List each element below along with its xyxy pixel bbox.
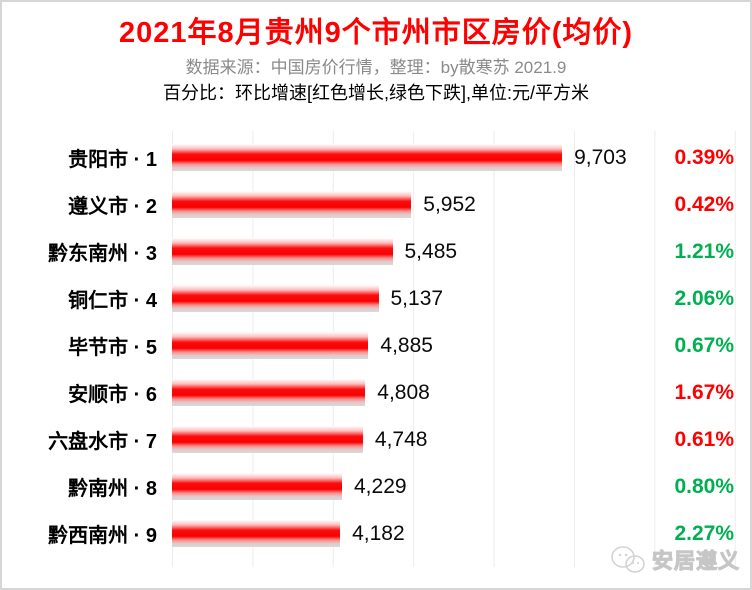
price-value-label: 5,952	[423, 192, 476, 216]
chart-row: 毕节市 · 5 4,885 0.67%	[2, 322, 750, 369]
chart-row: 黔南州 · 8 4,229 0.80%	[2, 463, 750, 510]
subtitle-data-source: 数据来源：中国房价行情，整理：by散寒苏 2021.9	[185, 58, 567, 77]
price-bar	[172, 473, 342, 500]
price-bar	[172, 520, 341, 547]
change-percent-label: 1.21%	[674, 239, 734, 263]
row-plot-area: 9,703	[172, 144, 658, 171]
price-bar	[172, 332, 369, 359]
row-plot-area: 4,229	[172, 473, 658, 500]
change-percent-label: 0.39%	[674, 145, 734, 169]
price-bar	[172, 191, 412, 218]
change-percent-label: 0.67%	[674, 333, 734, 357]
category-label: 毕节市 · 5	[68, 337, 157, 359]
category-label: 六盘水市 · 7	[48, 431, 157, 453]
category-label: 铜仁市 · 4	[68, 290, 157, 312]
change-percent-label: 0.61%	[674, 427, 734, 451]
category-label: 安顺市 · 6	[68, 384, 157, 406]
chart-row: 黔西南州 · 9 4,182 2.27%	[2, 510, 750, 557]
price-value-label: 4,885	[380, 333, 433, 357]
chart-row: 遵义市 · 2 5,952 0.42%	[2, 181, 750, 228]
row-plot-area: 5,485	[172, 238, 658, 265]
category-label: 黔南州 · 8	[68, 478, 157, 500]
row-plot-area: 4,748	[172, 426, 658, 453]
price-bar	[172, 285, 379, 312]
category-label: 遵义市 · 2	[68, 196, 157, 218]
row-plot-area: 4,808	[172, 379, 658, 406]
price-value-label: 4,748	[374, 427, 428, 451]
price-value-label: 4,229	[354, 474, 407, 498]
watermark-label: 安居遵义	[652, 550, 740, 574]
change-percent-label: 1.67%	[674, 380, 734, 404]
page-title: 2021年8月贵州9个市州市区房价(均价)	[118, 17, 634, 49]
row-plot-area: 5,952	[172, 191, 658, 218]
price-bar	[172, 379, 366, 406]
price-value-label: 4,182	[352, 521, 405, 545]
price-value-label: 9,703	[574, 145, 627, 169]
category-label: 黔东南州 · 3	[48, 243, 157, 265]
category-label: 贵阳市 · 1	[68, 149, 157, 171]
price-value-label: 5,137	[390, 286, 444, 310]
category-label: 黔西南州 · 9	[48, 525, 157, 547]
price-bar	[172, 144, 563, 171]
change-percent-label: 0.42%	[674, 192, 734, 216]
row-plot-area: 4,182	[172, 520, 658, 547]
chat-bubbles-logo-icon	[611, 546, 645, 573]
horizontal-bar-chart: 贵阳市 · 1 9,703 0.39% 遵义市 · 2 5,952 0.42% …	[2, 131, 750, 567]
watermark: 安居遵义	[610, 544, 740, 576]
chart-row: 铜仁市 · 4 5,137 2.06%	[2, 275, 750, 322]
price-bar	[172, 426, 363, 453]
price-bar	[172, 238, 393, 265]
row-plot-area: 5,137	[172, 285, 658, 312]
price-value-label: 4,808	[377, 380, 430, 404]
change-percent-label: 2.06%	[674, 286, 734, 310]
chart-row: 六盘水市 · 7 4,748 0.61%	[2, 416, 750, 463]
change-percent-label: 0.80%	[674, 474, 734, 498]
row-plot-area: 4,885	[172, 332, 658, 359]
chart-row: 安顺市 · 6 4,808 1.67%	[2, 369, 750, 416]
chart-header: 2021年8月贵州9个市州市区房价(均价) 数据来源：中国房价行情，整理：by散…	[2, 2, 750, 105]
subtitle-legend-note: 百分比：环比增速[红色增长,绿色下跌],单位:元/平方米	[162, 83, 589, 103]
change-percent-label: 2.27%	[674, 521, 734, 545]
chart-rows: 贵阳市 · 1 9,703 0.39% 遵义市 · 2 5,952 0.42% …	[2, 134, 750, 557]
chart-row: 黔东南州 · 3 5,485 1.21%	[2, 228, 750, 275]
chart-row: 贵阳市 · 1 9,703 0.39%	[2, 134, 750, 181]
price-value-label: 5,485	[404, 239, 458, 263]
